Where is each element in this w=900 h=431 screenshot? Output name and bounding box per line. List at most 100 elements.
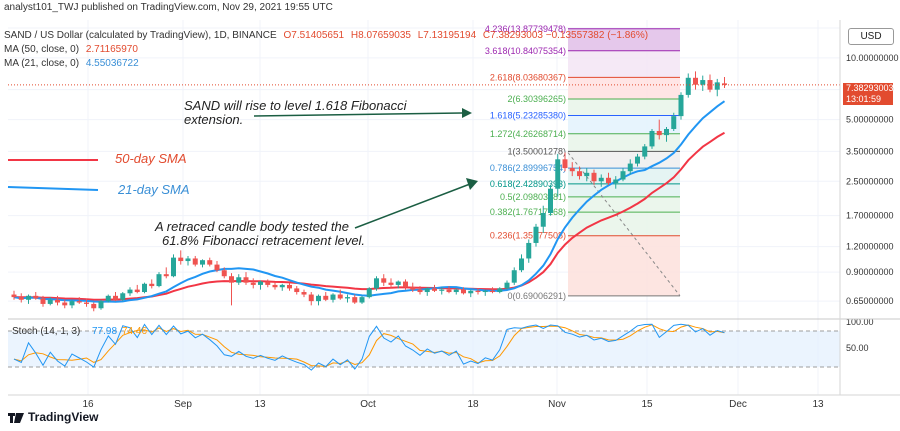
tradingview-brand[interactable]: TradingView	[8, 410, 98, 424]
fib-level-label: 0.382(1.76717168)	[490, 207, 566, 217]
publish-line: analyst101_TWJ published on TradingView.…	[4, 2, 337, 13]
fib-zone	[568, 28, 680, 51]
extension-arrow-line	[253, 112, 463, 117]
ma21-value: 4.55036722	[85, 58, 139, 69]
candle-body	[330, 294, 336, 300]
candle-body	[192, 258, 198, 265]
candle-body	[308, 294, 314, 302]
candle-body	[693, 77, 698, 85]
candle-body	[700, 80, 706, 85]
candle-body	[91, 303, 97, 309]
candle-body	[142, 283, 147, 293]
candle-body	[26, 295, 31, 300]
candle-body	[11, 294, 17, 298]
candle-body	[656, 130, 662, 136]
fib-level-label: 0.786(2.89996754)	[490, 163, 566, 173]
extension-arrow-head	[462, 108, 472, 118]
candle-body	[526, 242, 532, 259]
candle-body	[432, 288, 437, 291]
candle-body	[620, 171, 626, 180]
fib-zone	[568, 151, 680, 169]
stoch-tick-label: 50.00	[846, 343, 869, 353]
candle-body	[374, 278, 379, 289]
candle-body	[577, 171, 582, 177]
candle-body	[678, 94, 684, 117]
candle-body	[105, 295, 111, 302]
candle-body	[171, 257, 176, 277]
currency-button[interactable]: USD	[848, 28, 894, 45]
ma50-legend[interactable]: MA (50, close, 0) 2.71165970	[4, 44, 142, 55]
stoch-k-value: 77.98	[92, 326, 117, 337]
ma21-label: MA (21, close, 0)	[4, 58, 80, 69]
candle-body	[671, 116, 677, 129]
stochastic-panel: 100.00 50.00 Stoch (14, 1, 3) 77.98 74.46	[8, 317, 874, 371]
legend-sma50-label: 50-day SMA	[115, 151, 187, 166]
candle-body	[287, 284, 292, 289]
candle-body	[178, 257, 184, 262]
candle-body	[446, 289, 452, 293]
axes: 10.000000007.000000005.000000003.5000000…	[8, 20, 900, 410]
fib-level-label: 2.618(8.03680367)	[490, 72, 566, 82]
fib-level-label: 0.236(1.35577508)	[490, 231, 566, 241]
candle-body	[664, 128, 669, 136]
candle-body	[540, 213, 546, 227]
time-tick-label: 13	[812, 399, 824, 410]
candle-body	[417, 289, 423, 293]
candle-body	[69, 301, 75, 306]
candle-body	[236, 277, 242, 283]
candle-body	[272, 284, 278, 288]
ma50-value: 2.71165970	[85, 44, 138, 55]
candle-body	[18, 297, 24, 300]
candle-body	[294, 288, 300, 293]
legend-sma21-label: 21-day SMA	[117, 182, 190, 197]
publish-info: analyst101_TWJ published on TradingView.…	[4, 2, 333, 13]
time-tick-label: Sep	[174, 399, 192, 410]
tradingview-logo-icon	[8, 413, 24, 423]
price-tick-label: 3.50000000	[846, 146, 894, 156]
price-tick-label: 1.20000000	[846, 242, 894, 252]
candle-body	[424, 288, 430, 293]
candle-body	[714, 82, 720, 90]
retrace-note-line2: 61.8% Fibonacci retracement level.	[162, 233, 365, 248]
fib-level-label: 1.618(5.23285380)	[490, 111, 566, 121]
candle-body	[156, 274, 162, 287]
fib-level-label: 2(6.30396265)	[507, 94, 566, 104]
low-value: L7.13195194	[417, 30, 477, 41]
candle-body	[439, 289, 445, 291]
candle-body	[352, 297, 358, 303]
candle-body	[490, 290, 495, 293]
candle-body	[584, 172, 590, 177]
candle-body	[403, 281, 408, 288]
extension-note-line1: SAND will rise to level 1.618 Fibonacci	[184, 98, 408, 113]
price-tick-label: 5.00000000	[846, 115, 894, 125]
candle-body	[722, 83, 727, 85]
symbol-title: SAND / US Dollar (calculated by TradingV…	[4, 30, 277, 41]
legend-sma21-swatch	[7, 186, 99, 191]
candle-body	[388, 282, 394, 285]
candle-body	[555, 159, 561, 189]
fib-level-label: 4.236(13.87739478)	[485, 24, 566, 34]
candle-body	[33, 295, 39, 299]
candle-body	[410, 287, 416, 290]
price-tick-label: 1.70000000	[846, 211, 894, 221]
fib-level-label: 1(3.50001278)	[507, 146, 566, 156]
time-tick-label: Oct	[360, 399, 376, 410]
candle-body	[562, 159, 568, 169]
candle-body	[642, 146, 648, 157]
candle-body	[468, 290, 474, 294]
candle-body	[345, 297, 350, 299]
candle-body	[366, 288, 372, 298]
candle-body	[381, 278, 387, 283]
candle-body	[649, 130, 655, 147]
brand-name: TradingView	[28, 410, 99, 424]
retrace-note-line1: A retraced candle body tested the	[154, 219, 349, 234]
candle-body	[250, 282, 256, 285]
candle-body	[163, 274, 169, 277]
candle-body	[519, 258, 524, 271]
candle-body	[258, 281, 263, 285]
candle-body	[359, 297, 365, 303]
last-price-tag: 7.38293003 13:01:59	[843, 83, 894, 105]
candle-body	[475, 290, 481, 293]
ma21-legend[interactable]: MA (21, close, 0) 4.55036722	[4, 58, 143, 69]
